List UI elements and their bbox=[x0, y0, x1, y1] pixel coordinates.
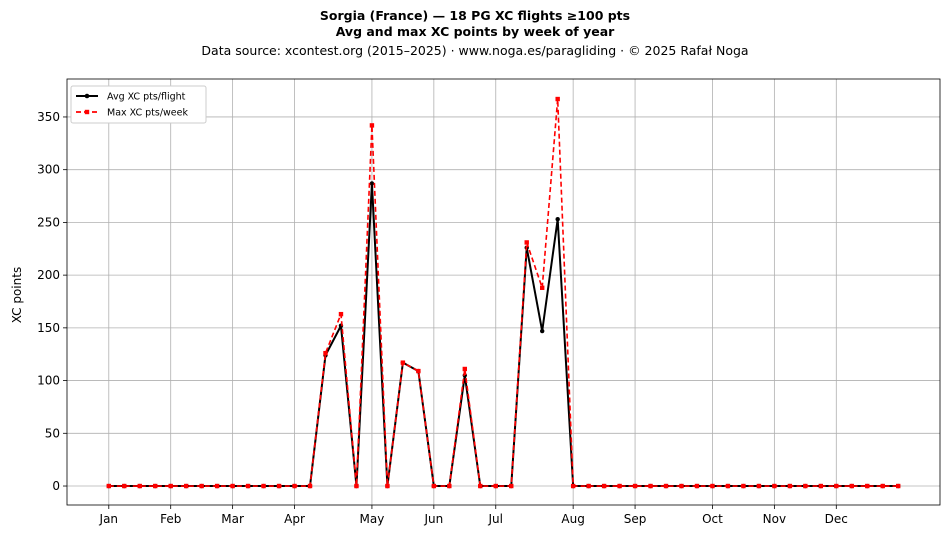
max-point bbox=[787, 483, 793, 489]
legend-label-max: Max XC pts/week bbox=[107, 108, 188, 119]
max-point bbox=[385, 483, 390, 489]
max-point bbox=[586, 483, 591, 489]
max-point bbox=[307, 483, 313, 489]
avg-point bbox=[369, 181, 375, 186]
max-point bbox=[369, 123, 375, 128]
legend-label-avg: Avg XC pts/flight bbox=[107, 92, 186, 103]
y-tick-label: 100 bbox=[37, 374, 60, 388]
y-tick-label: 350 bbox=[37, 110, 60, 124]
max-point bbox=[183, 483, 189, 489]
avg-point bbox=[555, 217, 560, 222]
max-point bbox=[261, 483, 266, 489]
max-point bbox=[663, 483, 669, 489]
max-point bbox=[137, 483, 142, 489]
x-tick-label: May bbox=[360, 512, 385, 526]
x-tick-label: Dec bbox=[825, 512, 848, 526]
x-tick-label: Oct bbox=[702, 512, 723, 526]
max-point bbox=[524, 240, 529, 245]
max-point bbox=[632, 483, 638, 489]
avg-point bbox=[539, 328, 545, 334]
max-point bbox=[570, 483, 576, 489]
max-point bbox=[323, 350, 328, 356]
max-point bbox=[338, 311, 344, 317]
max-point bbox=[462, 366, 468, 372]
max-point bbox=[245, 483, 251, 489]
max-point bbox=[880, 483, 885, 489]
y-tick-label: 200 bbox=[37, 268, 60, 282]
plot-frame bbox=[66, 78, 941, 506]
max-series-line bbox=[108, 98, 899, 487]
chart-title: Sorgia (France) — 18 PG XC flights ≥100 … bbox=[320, 8, 630, 23]
max-point bbox=[400, 360, 406, 365]
y-tick-label: 250 bbox=[37, 215, 60, 229]
max-point bbox=[834, 483, 839, 489]
y-tick-label: 50 bbox=[45, 426, 60, 440]
x-tick-label: Apr bbox=[284, 512, 305, 526]
max-point bbox=[555, 96, 560, 102]
max-point bbox=[230, 483, 235, 489]
max-point bbox=[354, 483, 359, 489]
max-point bbox=[896, 483, 901, 489]
max-point bbox=[168, 483, 173, 489]
max-point bbox=[493, 483, 498, 489]
x-tick-label: Jun bbox=[423, 512, 443, 526]
y-tick-label: 150 bbox=[37, 321, 60, 335]
axes: Jan Feb Mar Apr May Jun Jul Aug Sep Oct Nov Dec 0 50 1… bbox=[37, 78, 941, 526]
max-point bbox=[292, 483, 297, 489]
y-tick-label: 0 bbox=[52, 479, 60, 493]
chart-subtitle: Avg and max XC points by week of year bbox=[336, 24, 615, 39]
max-point bbox=[509, 483, 514, 489]
max-point bbox=[772, 483, 777, 489]
max-point bbox=[431, 483, 437, 489]
max-point bbox=[818, 483, 824, 489]
x-tick-label: Aug bbox=[561, 512, 584, 526]
max-point bbox=[710, 483, 715, 489]
legend-marker-max bbox=[84, 109, 90, 115]
max-point bbox=[725, 483, 731, 489]
x-tick-label: Jan bbox=[99, 512, 119, 526]
x-tick-label: Feb bbox=[160, 512, 181, 526]
max-point bbox=[849, 483, 854, 489]
max-point bbox=[199, 483, 204, 489]
max-point bbox=[106, 483, 111, 489]
max-point bbox=[803, 483, 808, 489]
max-point bbox=[447, 483, 452, 489]
x-tick-label: Sep bbox=[624, 512, 647, 526]
avg-series-line bbox=[108, 182, 899, 488]
legend-box bbox=[70, 85, 207, 124]
y-tick-label: 300 bbox=[37, 163, 60, 177]
grid bbox=[67, 79, 940, 505]
max-point bbox=[153, 483, 158, 489]
max-point bbox=[214, 483, 220, 489]
legend: Avg XC pts/flight Max XC pts/week bbox=[70, 85, 207, 124]
x-tick-label: Jul bbox=[488, 512, 503, 526]
max-point bbox=[679, 483, 684, 489]
max-point bbox=[478, 483, 483, 489]
max-point bbox=[694, 483, 700, 489]
max-point bbox=[276, 483, 282, 489]
max-point bbox=[601, 483, 607, 489]
x-tick-label: Mar bbox=[221, 512, 244, 526]
max-point bbox=[756, 483, 762, 489]
max-point bbox=[617, 483, 622, 489]
legend-marker-avg bbox=[84, 93, 90, 99]
y-axis-label: XC points bbox=[10, 267, 24, 323]
max-point bbox=[865, 483, 870, 489]
max-point bbox=[416, 368, 421, 374]
chart-source: Data source: xcontest.org (2015–2025) · … bbox=[201, 43, 748, 58]
x-tick-label: Nov bbox=[763, 512, 786, 526]
max-point bbox=[539, 285, 545, 290]
max-point bbox=[122, 483, 127, 489]
max-point bbox=[648, 483, 653, 489]
series-layer bbox=[106, 96, 901, 489]
max-point bbox=[741, 483, 746, 489]
